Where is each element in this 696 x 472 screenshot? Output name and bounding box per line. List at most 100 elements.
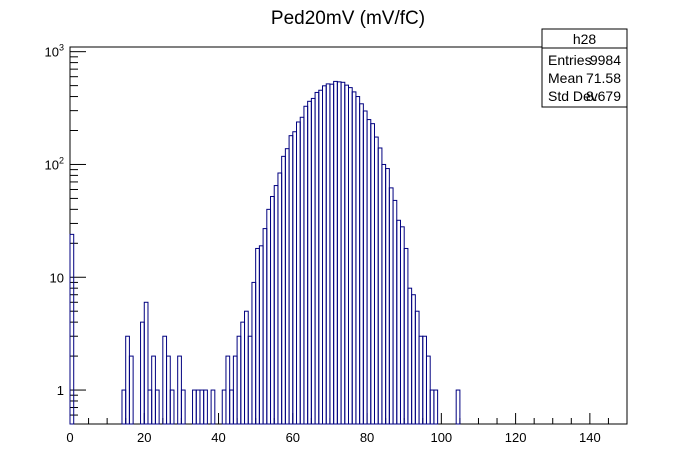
histogram-bin	[455, 389, 461, 425]
histogram-bin	[258, 245, 264, 425]
histogram-bin	[180, 389, 186, 425]
histogram-bin	[69, 233, 75, 425]
histogram-bin	[299, 116, 305, 425]
x-tick-label: 40	[211, 430, 225, 445]
y-tick-label: 102	[45, 155, 64, 172]
histogram-bin	[310, 97, 316, 425]
histogram-bin	[377, 147, 383, 425]
histogram-bin	[262, 228, 268, 425]
histogram-bin	[177, 355, 182, 425]
histogram-bin	[396, 219, 401, 425]
histogram-bin	[225, 355, 231, 425]
histogram-bin	[385, 168, 390, 425]
histogram-bin	[162, 335, 168, 425]
histogram-bin	[418, 335, 424, 425]
stats-histogram-name: h28	[573, 31, 597, 47]
stats-stddev-value: 8.679	[586, 88, 621, 104]
histogram-bin	[236, 335, 242, 425]
x-tick-label: 0	[66, 430, 73, 445]
stats-stddev-label: Std Dev	[548, 88, 598, 104]
histogram-bin	[381, 163, 387, 425]
histogram-bin	[370, 123, 375, 425]
histogram-bin	[362, 110, 368, 425]
histogram-bin	[192, 389, 197, 425]
histogram-bin	[288, 135, 294, 425]
histogram-bin	[195, 389, 201, 425]
histogram-bin	[229, 389, 234, 425]
histogram-bin	[329, 83, 335, 425]
histogram-bin	[143, 301, 149, 425]
histogram-bin	[210, 389, 216, 425]
histogram-bin	[355, 96, 361, 425]
x-tick-label: 140	[579, 430, 601, 445]
histogram-bin	[296, 121, 301, 425]
histogram-bin	[151, 355, 156, 425]
histogram-bin	[344, 84, 349, 425]
histogram-bin	[270, 195, 275, 425]
stats-entries-label: Entries	[548, 52, 592, 68]
stats-mean-value: 71.58	[586, 70, 621, 86]
histogram-bin	[121, 389, 127, 425]
histogram-series	[69, 80, 461, 425]
histogram-bin	[322, 85, 327, 425]
stats-entries-value: 9984	[590, 52, 621, 68]
histogram-bin	[414, 310, 420, 425]
x-tick-label: 100	[430, 430, 452, 445]
histogram-bin	[340, 81, 346, 425]
histogram-bin	[169, 389, 175, 425]
x-tick-label: 120	[505, 430, 527, 445]
histogram-bin	[221, 389, 227, 425]
stats-box: h28 Entries 9984 Mean 71.58 Std Dev 8.67…	[541, 28, 628, 108]
histogram-bin	[232, 355, 238, 425]
histogram-bin	[154, 389, 160, 425]
stats-mean-label: Mean	[548, 70, 583, 86]
histogram-bin	[318, 89, 324, 425]
histogram-bin	[411, 294, 416, 425]
histogram-bin	[333, 80, 338, 425]
histogram-bin	[425, 355, 431, 425]
histogram-bin	[314, 91, 320, 425]
histogram-bin	[359, 103, 364, 425]
x-tick-label: 80	[360, 430, 374, 445]
histogram-bin	[199, 389, 205, 425]
histogram-bin	[140, 321, 145, 425]
x-tick-label: 20	[137, 430, 151, 445]
histogram-bin	[422, 335, 427, 425]
histogram-bin	[125, 335, 130, 425]
histogram-bin	[251, 281, 257, 425]
histogram-bin	[433, 389, 439, 425]
histogram-bin	[303, 105, 309, 425]
histogram-bin	[255, 247, 260, 425]
stats-box-frame	[541, 28, 628, 108]
histogram-bin	[351, 91, 357, 425]
histogram-bin	[284, 148, 290, 425]
histogram-bin	[348, 87, 353, 425]
y-tick-label: 103	[45, 43, 64, 60]
histogram-bin	[240, 321, 246, 425]
histogram-bin	[388, 187, 394, 425]
histogram-bin	[273, 185, 279, 425]
histogram-bin	[399, 226, 405, 425]
histogram-bin	[392, 199, 398, 425]
histogram-bin	[366, 119, 372, 425]
histogram-bin	[147, 389, 153, 425]
histogram-bin	[429, 389, 435, 425]
histogram-bin	[373, 136, 379, 425]
histogram-bin	[266, 208, 272, 425]
histogram-bin	[403, 247, 409, 425]
histogram-bin	[166, 355, 171, 425]
histogram-bin	[244, 310, 249, 425]
histogram-bin	[277, 172, 283, 425]
histogram-bin	[247, 335, 253, 425]
histogram-bin	[307, 100, 312, 425]
plot-axes: 0 20 40 60 80 100 120 140 1 10 102 103	[45, 43, 628, 445]
x-tick-label: 60	[286, 430, 300, 445]
histogram-bin	[292, 131, 298, 425]
histogram-bin	[203, 389, 208, 425]
histogram-bin	[336, 81, 342, 425]
chart-title: Ped20mV (mV/fC)	[271, 8, 425, 29]
y-tick-label: 10	[50, 270, 64, 285]
histogram-bin	[128, 355, 134, 425]
